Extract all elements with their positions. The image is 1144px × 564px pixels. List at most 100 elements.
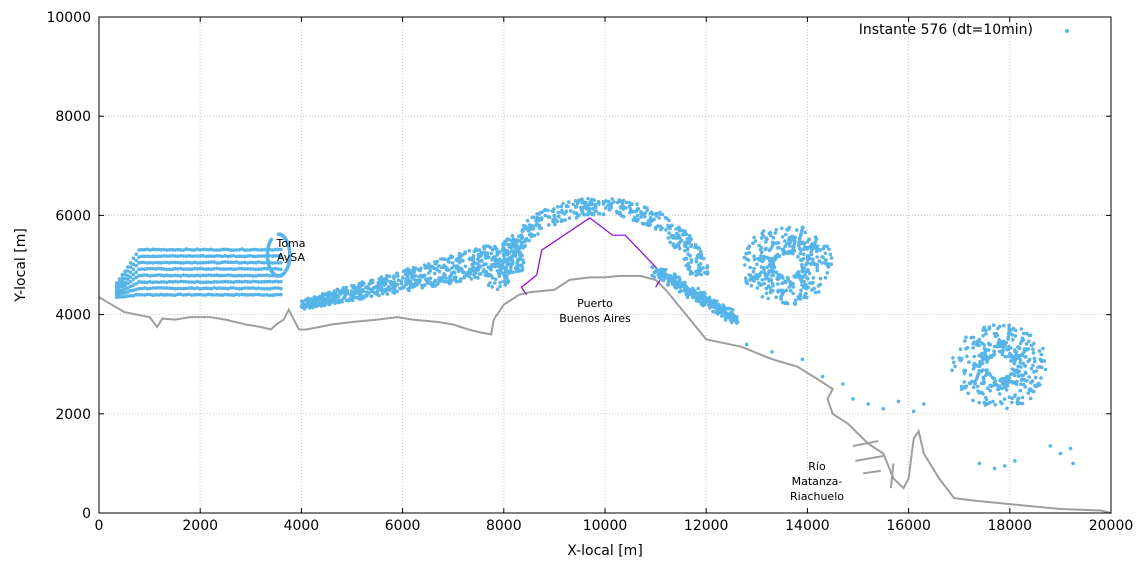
particle-point <box>424 277 428 282</box>
particle-point <box>992 331 997 336</box>
particle-point <box>401 269 406 274</box>
particle-point <box>505 237 510 241</box>
particle-point <box>996 384 1000 388</box>
particle-point <box>997 387 1001 391</box>
particle-point <box>798 251 803 256</box>
particle-point <box>468 269 473 274</box>
particle-point <box>756 256 760 261</box>
particle-point <box>841 382 845 386</box>
particle-point <box>245 261 250 265</box>
particle-point <box>245 267 250 271</box>
particle-point <box>767 269 771 273</box>
particle-point <box>231 248 236 252</box>
particle-point <box>1026 359 1030 364</box>
particle-point <box>751 270 756 274</box>
particle-point <box>162 286 166 290</box>
particle-point <box>705 272 710 276</box>
particle-point <box>406 287 410 291</box>
particle-point <box>670 278 674 283</box>
particle-point <box>134 287 138 292</box>
particle-point <box>162 293 166 297</box>
particle-point <box>458 277 463 281</box>
particle-point <box>482 247 487 251</box>
x-tick-label: 14000 <box>785 518 830 534</box>
particle-point <box>976 372 980 376</box>
particle-point <box>437 269 442 274</box>
particle-point <box>674 274 678 279</box>
particle-point <box>980 361 985 366</box>
y-tick-label: 6000 <box>55 208 91 224</box>
particle-point <box>254 267 258 272</box>
particle-point <box>220 260 225 265</box>
particle-point <box>156 286 161 290</box>
particle-point <box>148 260 152 265</box>
particle-point <box>584 205 589 210</box>
particle-point <box>385 292 390 296</box>
particle-point <box>335 288 340 293</box>
particle-point <box>120 288 125 293</box>
particle-point <box>153 293 158 297</box>
particle-point <box>151 280 155 285</box>
particle-point <box>490 257 494 262</box>
particle-point <box>229 254 233 258</box>
particle-point <box>724 314 729 319</box>
particle-point <box>980 357 985 362</box>
particle-point <box>593 202 598 207</box>
particle-point <box>259 254 264 258</box>
particle-point <box>752 254 756 259</box>
particle-point <box>797 296 801 301</box>
particle-point <box>569 209 573 213</box>
particle-point <box>963 386 967 390</box>
particle-point <box>813 235 818 239</box>
particle-point <box>1023 370 1028 375</box>
particle-point <box>303 304 308 308</box>
particle-point <box>245 293 250 297</box>
particle-point <box>661 278 666 283</box>
particle-point <box>646 219 651 223</box>
particle-point <box>165 260 169 265</box>
particle-point <box>521 258 525 263</box>
particle-point <box>674 227 678 231</box>
particle-point <box>165 292 169 297</box>
particle-point <box>775 276 779 281</box>
particle-point <box>237 261 241 265</box>
particle-point <box>192 254 197 258</box>
particle-point <box>817 259 822 263</box>
particle-point <box>190 286 194 290</box>
particle-point <box>234 274 239 278</box>
particle-point <box>748 278 752 282</box>
particle-point <box>126 273 130 278</box>
particle-point <box>131 277 136 282</box>
annotation-toma-line-1: Toma <box>275 237 305 250</box>
particle-point <box>114 281 119 285</box>
particle-point <box>1005 406 1009 411</box>
particle-point <box>1034 384 1038 389</box>
particle-point <box>215 261 219 265</box>
particle-point <box>349 289 354 293</box>
particle-point <box>695 246 700 250</box>
particle-point <box>526 229 531 233</box>
particle-point <box>698 249 703 254</box>
particle-point <box>589 201 594 205</box>
particle-point <box>617 198 622 202</box>
particle-point <box>231 260 236 265</box>
particle-point <box>162 254 166 258</box>
particle-point <box>226 273 230 277</box>
particle-point <box>973 379 977 384</box>
particle-point <box>1033 359 1037 364</box>
particle-point <box>256 254 261 258</box>
particle-point <box>525 218 530 223</box>
particle-point <box>815 268 820 273</box>
particle-point <box>597 211 602 216</box>
particle-point <box>493 277 498 282</box>
particle-point <box>982 346 987 351</box>
particle-point <box>759 265 764 269</box>
particle-point <box>123 276 127 281</box>
particle-point <box>153 247 158 252</box>
particle-point <box>276 279 280 284</box>
particle-point <box>248 280 253 284</box>
particle-point <box>117 277 122 281</box>
annotation-toma-line-2: AySA <box>277 251 305 264</box>
particle-point <box>534 223 538 228</box>
particle-point <box>268 274 272 278</box>
